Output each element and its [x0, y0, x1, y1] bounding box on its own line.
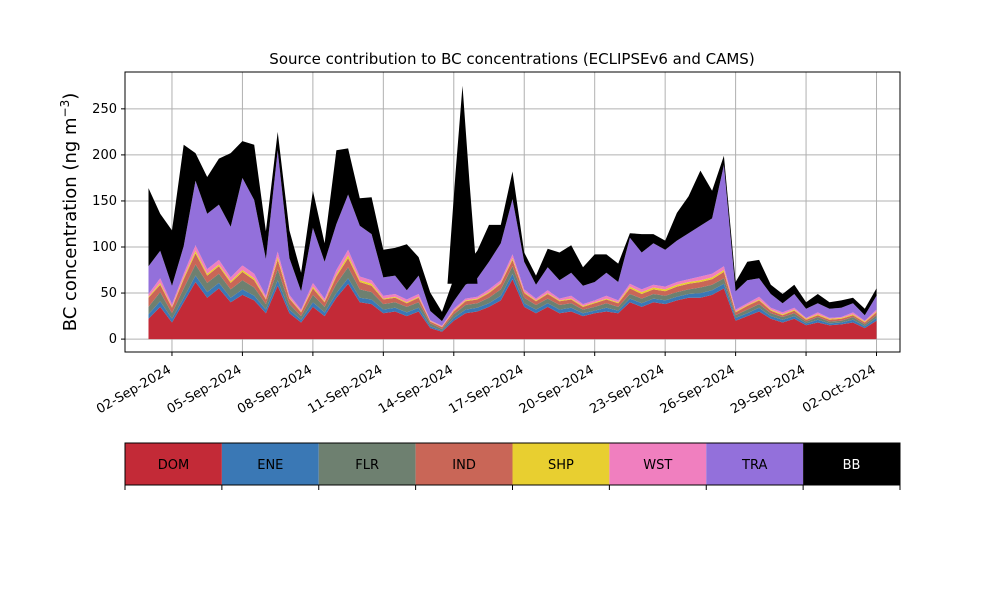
area-layer [148, 85, 877, 340]
y-axis-label-main: BC concentration (ng m [60, 117, 81, 331]
legend-swatch-tra [706, 443, 804, 485]
x-tick-label: 02-Sep-2024 [94, 362, 174, 417]
legend-label-dom: DOM [158, 458, 189, 473]
y-tick-label: 0 [109, 332, 117, 347]
y-tick-label: 200 [92, 148, 117, 163]
legend-swatch-wst [609, 443, 707, 485]
y-axis-label-exponent: −3 [58, 100, 72, 118]
legend-colorbar: DOM ENE FLR IND SHP WST TRA BB [124, 442, 901, 490]
x-tick-label: 14-Sep-2024 [376, 362, 456, 417]
area-tra [148, 150, 877, 326]
legend-swatch-ind [415, 443, 513, 485]
x-tick-label: 02-Oct-2024 [800, 362, 878, 416]
legend-label-wst: WST [643, 458, 672, 473]
chart-title: Source contribution to BC concentrations… [269, 50, 754, 68]
legend-swatch-dom [125, 443, 222, 485]
area-bb [148, 131, 877, 322]
y-tick-label: 50 [100, 286, 117, 301]
legend-label-tra: TRA [741, 458, 767, 473]
legend-label-ind: IND [452, 458, 476, 473]
x-tick-label: 11-Sep-2024 [306, 362, 386, 417]
y-tick-label: 150 [92, 194, 117, 209]
y-axis-label: BC concentration (ng m−3) [58, 93, 81, 332]
x-tick-label: 05-Sep-2024 [165, 362, 245, 417]
legend-label-ene: ENE [257, 458, 283, 473]
x-tick-label: 29-Sep-2024 [728, 362, 808, 417]
legend-swatch-ene [221, 443, 319, 485]
legend-label-flr: FLR [355, 458, 379, 473]
legend-swatch-shp [512, 443, 610, 485]
y-axis-label-close: ) [60, 93, 81, 100]
legend-swatch-flr [318, 443, 416, 485]
bb-peak-0 [447, 85, 478, 284]
y-tick-label: 250 [92, 102, 117, 117]
x-tick-label: 26-Sep-2024 [658, 362, 738, 417]
legend-frame [124, 442, 901, 486]
plot-frame [124, 71, 901, 353]
legend-label-bb: BB [843, 458, 861, 473]
legend-label-shp: SHP [548, 458, 574, 473]
x-tick-label: 23-Sep-2024 [587, 362, 667, 417]
x-tick-label: 20-Sep-2024 [517, 362, 597, 417]
x-tick-label: 17-Sep-2024 [446, 362, 526, 417]
x-tick-label: 08-Sep-2024 [235, 362, 315, 417]
legend-swatch-bb [803, 443, 900, 485]
area-dom [148, 279, 877, 340]
y-tick-label: 100 [92, 240, 117, 255]
